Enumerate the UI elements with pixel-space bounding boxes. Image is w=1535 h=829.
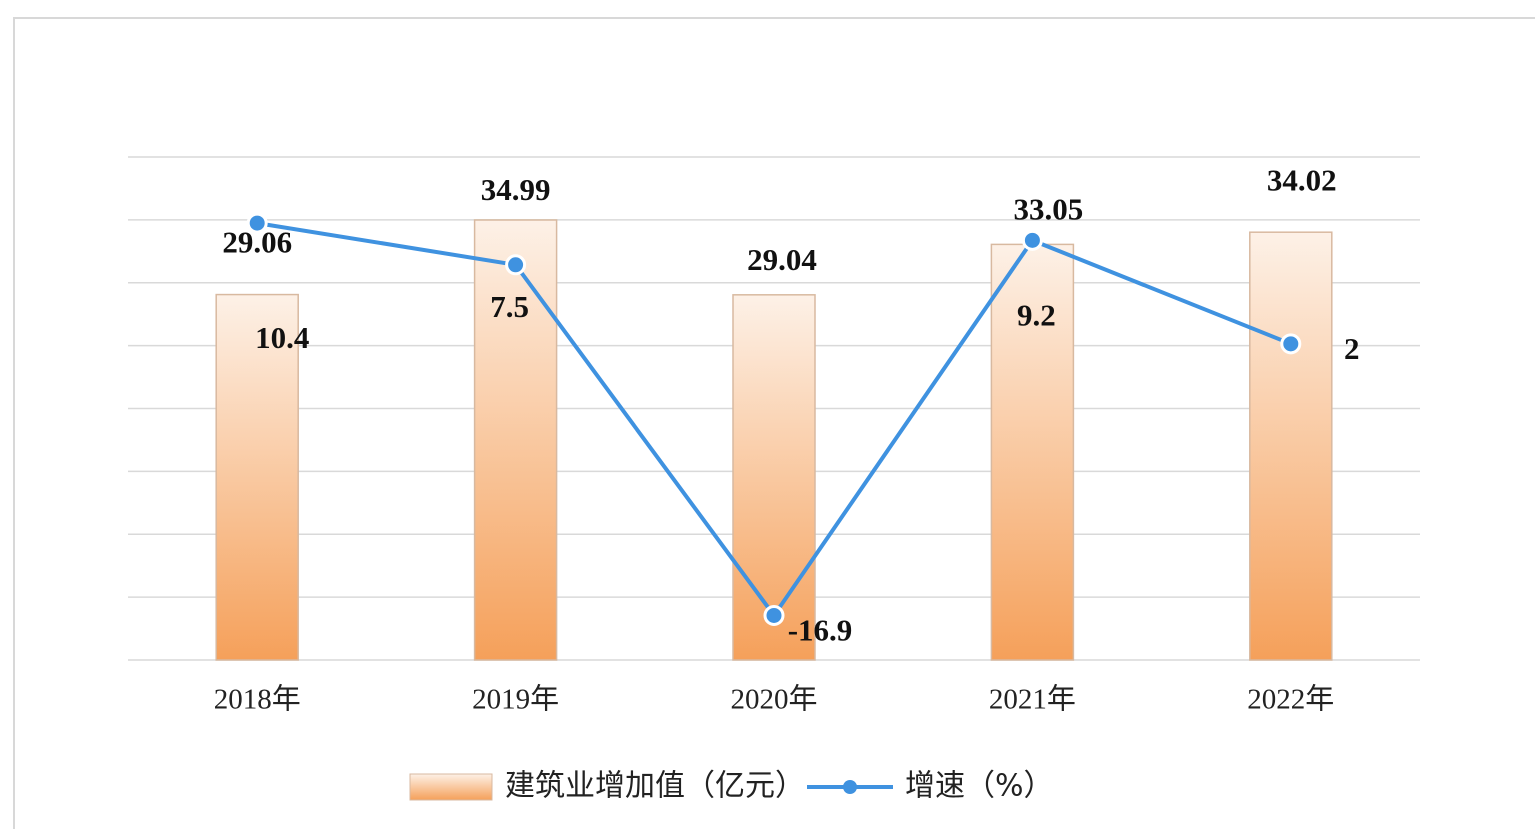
line-marker (763, 604, 785, 626)
x-tick-label: 2018年 (214, 683, 301, 716)
line-value-label: 10.4 (255, 320, 309, 355)
x-tick-label: 2021年 (989, 683, 1076, 716)
legend-swatch (409, 773, 493, 801)
bar (990, 243, 1075, 661)
line-marker (246, 212, 268, 234)
bar-value-label: 33.05 (1014, 192, 1084, 227)
x-tick-label: 2022年 (1247, 683, 1334, 716)
bar-value-label: 29.04 (747, 242, 817, 277)
bar (732, 294, 816, 661)
line-value-label: 2 (1344, 331, 1360, 366)
legend-label: 建筑业增加值（亿元） (505, 769, 805, 804)
legend-swatch (843, 780, 857, 794)
legend-label: 增速（%） (905, 769, 1054, 804)
bar-value-label: 34.02 (1267, 162, 1337, 197)
bar-value-label: 34.99 (481, 172, 551, 207)
line-value-label: -16.9 (788, 613, 853, 648)
line-marker (1021, 229, 1043, 251)
bar (1249, 231, 1333, 661)
bar (473, 219, 558, 661)
bar (215, 293, 299, 661)
line-marker (505, 254, 527, 276)
x-tick-label: 2020年 (730, 683, 817, 716)
line-value-label: 7.5 (490, 289, 529, 324)
line-marker (1280, 333, 1302, 355)
x-tick-label: 2019年 (472, 683, 559, 716)
line-value-label: 9.2 (1017, 297, 1056, 332)
